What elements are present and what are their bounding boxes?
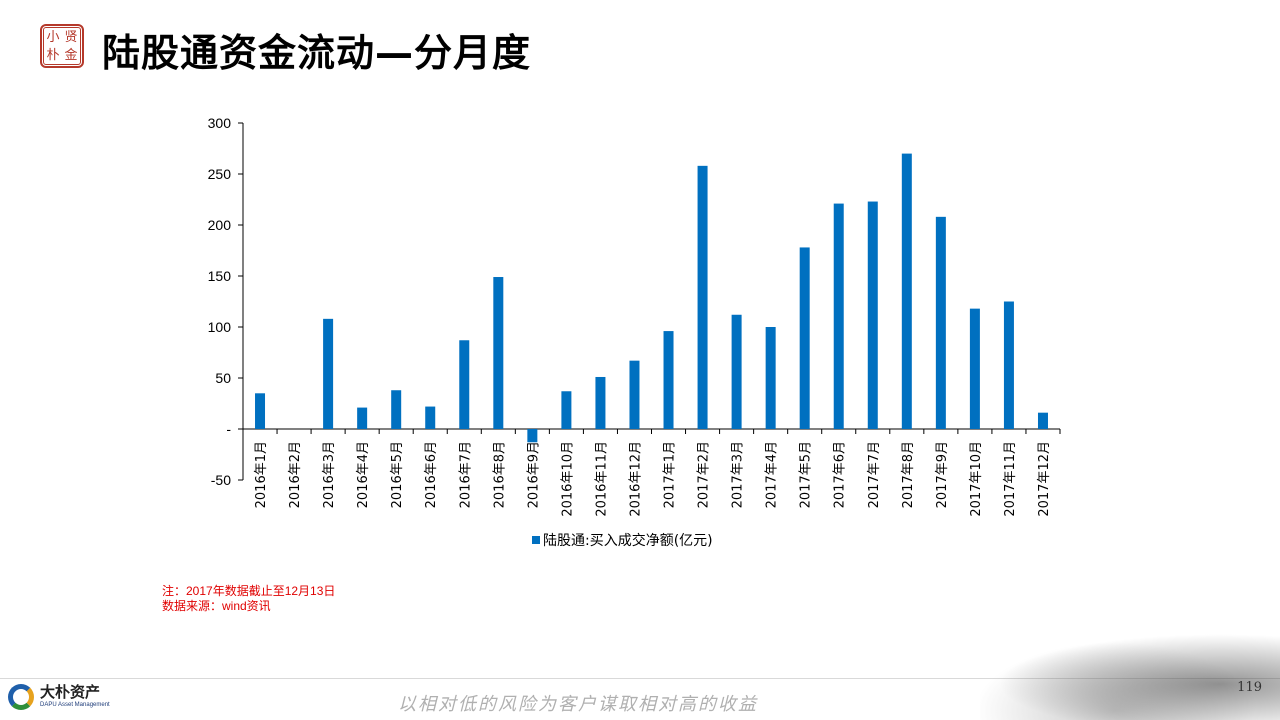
bar bbox=[425, 406, 436, 429]
x-tick-label: 2016年8月 bbox=[492, 441, 507, 508]
legend-label: 陆股通:买入成交净额(亿元) bbox=[543, 532, 713, 549]
bar bbox=[255, 393, 266, 429]
seal-logo-inner: 小 贤 朴 金 bbox=[43, 27, 81, 65]
seal-char-2: 贤 bbox=[64, 29, 78, 45]
x-tick-label: 2017年9月 bbox=[935, 441, 950, 508]
bar bbox=[731, 314, 742, 429]
x-tick-label: 2017年7月 bbox=[867, 441, 882, 508]
x-tick-label: 2017年8月 bbox=[901, 441, 916, 508]
ink-landscape-decoration bbox=[980, 630, 1280, 720]
y-tick-label: 150 bbox=[208, 268, 232, 284]
bar bbox=[969, 308, 980, 429]
bar bbox=[357, 407, 368, 429]
y-tick-label: - bbox=[226, 421, 231, 437]
bar bbox=[697, 165, 708, 429]
bar bbox=[799, 247, 810, 429]
bar bbox=[867, 201, 878, 429]
footer-slogan: 以相对低的风险为客户谋取相对高的收益 bbox=[398, 694, 758, 715]
bar bbox=[935, 216, 946, 429]
y-tick-label: 250 bbox=[208, 166, 232, 182]
bar bbox=[459, 340, 470, 429]
note-source: 数据来源：wind资讯 bbox=[162, 599, 271, 613]
seal-logo: 小 贤 朴 金 bbox=[40, 24, 84, 68]
bar bbox=[833, 203, 844, 429]
bar bbox=[629, 360, 640, 429]
bar bbox=[1037, 412, 1048, 429]
x-tick-label: 2016年4月 bbox=[356, 441, 371, 508]
x-tick-label: 2017年1月 bbox=[663, 441, 678, 508]
page-number: 119 bbox=[1237, 680, 1262, 695]
y-tick-label: -50 bbox=[211, 472, 231, 488]
x-tick-label: 2017年12月 bbox=[1037, 441, 1052, 517]
y-tick-label: 100 bbox=[208, 319, 232, 335]
bar bbox=[561, 391, 572, 429]
x-tick-label: 2017年4月 bbox=[765, 441, 780, 508]
y-tick-label: 300 bbox=[208, 115, 232, 131]
x-tick-label: 2017年3月 bbox=[731, 441, 746, 508]
chart-notes: 注：2017年数据截止至12月13日 数据来源：wind资讯 bbox=[162, 584, 335, 614]
x-tick-label: 2016年5月 bbox=[390, 441, 405, 508]
x-tick-label: 2016年3月 bbox=[322, 441, 337, 508]
x-tick-label: 2017年10月 bbox=[969, 441, 984, 517]
x-tick-label: 2016年7月 bbox=[458, 441, 473, 508]
seal-char-3: 朴 bbox=[46, 47, 60, 63]
x-tick-label: 2017年2月 bbox=[697, 441, 712, 508]
bar bbox=[595, 376, 606, 429]
bar bbox=[323, 318, 334, 429]
bar bbox=[765, 327, 776, 429]
seal-char-1: 小 bbox=[46, 29, 60, 45]
x-tick-label: 2016年9月 bbox=[526, 441, 541, 508]
x-tick-label: 2016年6月 bbox=[424, 441, 439, 508]
x-tick-label: 2016年1月 bbox=[254, 441, 269, 508]
bar bbox=[527, 429, 538, 443]
x-tick-label: 2017年11月 bbox=[1003, 441, 1018, 517]
bar bbox=[901, 153, 912, 429]
bar bbox=[663, 331, 674, 429]
bar bbox=[493, 277, 504, 429]
x-tick-label: 2017年5月 bbox=[799, 441, 814, 508]
page-title: 陆股通资金流动—分月度 bbox=[102, 31, 532, 75]
y-tick-label: 50 bbox=[215, 370, 231, 386]
x-tick-label: 2016年10月 bbox=[560, 441, 575, 517]
bar bbox=[1003, 301, 1014, 429]
seal-char-4: 金 bbox=[64, 47, 78, 63]
x-tick-label: 2016年2月 bbox=[288, 441, 303, 508]
legend-swatch bbox=[532, 536, 540, 544]
company-logo: 大朴资产 DAPU Asset Management bbox=[8, 684, 110, 710]
y-tick-label: 200 bbox=[208, 217, 232, 233]
x-tick-label: 2016年12月 bbox=[628, 441, 643, 517]
x-tick-label: 2017年6月 bbox=[833, 441, 848, 508]
logo-ring-icon bbox=[8, 684, 34, 710]
note-cutoff: 注：2017年数据截止至12月13日 bbox=[162, 584, 336, 598]
footer-divider bbox=[0, 678, 1280, 679]
bar bbox=[391, 390, 402, 429]
company-name-en: DAPU Asset Management bbox=[40, 702, 110, 708]
x-tick-label: 2016年11月 bbox=[594, 441, 609, 517]
company-name-cn: 大朴资产 bbox=[40, 684, 101, 701]
